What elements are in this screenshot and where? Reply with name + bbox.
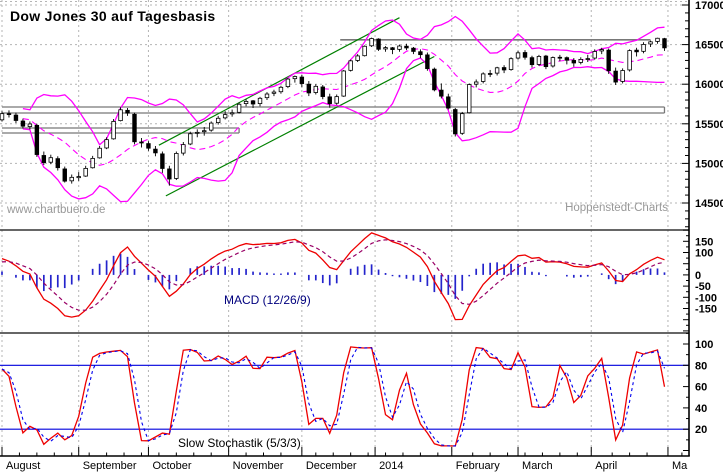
macd-axis-label: -50 xyxy=(695,281,711,293)
month-label: November xyxy=(233,460,284,472)
macd-axis-label: 100 xyxy=(695,248,713,260)
month-label: September xyxy=(83,460,137,472)
month-label: Ma xyxy=(672,460,688,472)
gridlines xyxy=(0,0,689,456)
month-label: August xyxy=(6,460,40,472)
macd-panel-label: MACD (12/26/9) xyxy=(224,293,311,307)
price-axis-label: 15000 xyxy=(695,158,723,170)
price-axis-label: 15500 xyxy=(695,119,723,131)
macd-axis-label: 0 xyxy=(695,270,701,282)
stoch-axis-label: 60 xyxy=(695,382,707,394)
price-axis-label: 14500 xyxy=(695,198,723,210)
month-label: April xyxy=(595,460,617,472)
panel-separators xyxy=(0,229,689,334)
month-label: February xyxy=(456,460,501,472)
price-axis-label: 16500 xyxy=(695,40,723,52)
month-label: 2014 xyxy=(379,460,403,472)
month-label: December xyxy=(306,460,357,472)
stoch-panel-label: Slow Stochastik (5/3/3) xyxy=(178,436,301,450)
macd-axis-label: -100 xyxy=(695,292,717,304)
price-axis-label: 16000 xyxy=(695,79,723,91)
macd-series xyxy=(1,232,666,321)
macd-axis-label: -150 xyxy=(695,304,717,316)
stoch-axis-label: 20 xyxy=(695,424,707,436)
chart-title: Dow Jones 30 auf Tagesbasis xyxy=(10,8,216,24)
price-axis-label: 17000 xyxy=(695,0,723,12)
month-label: March xyxy=(522,460,553,472)
annotation-lines xyxy=(2,17,666,197)
candlesticks xyxy=(0,37,667,186)
bollinger-bands xyxy=(22,15,665,203)
macd-axis-label: 150 xyxy=(695,236,713,248)
axis-labels: 1700016500160001550015000145001501000-50… xyxy=(6,0,723,472)
stochastic-series xyxy=(0,346,689,447)
watermark-chartbuero: www.chartbuero.de xyxy=(7,204,106,216)
stoch-axis-label: 100 xyxy=(695,339,713,351)
stoch-axis-label: 40 xyxy=(695,403,707,415)
month-label: October xyxy=(152,460,191,472)
watermark-hoppenstedt: Hoppenstedt-Charts xyxy=(565,202,668,214)
stoch-axis-label: 80 xyxy=(695,360,707,372)
axis-frame xyxy=(0,0,690,457)
